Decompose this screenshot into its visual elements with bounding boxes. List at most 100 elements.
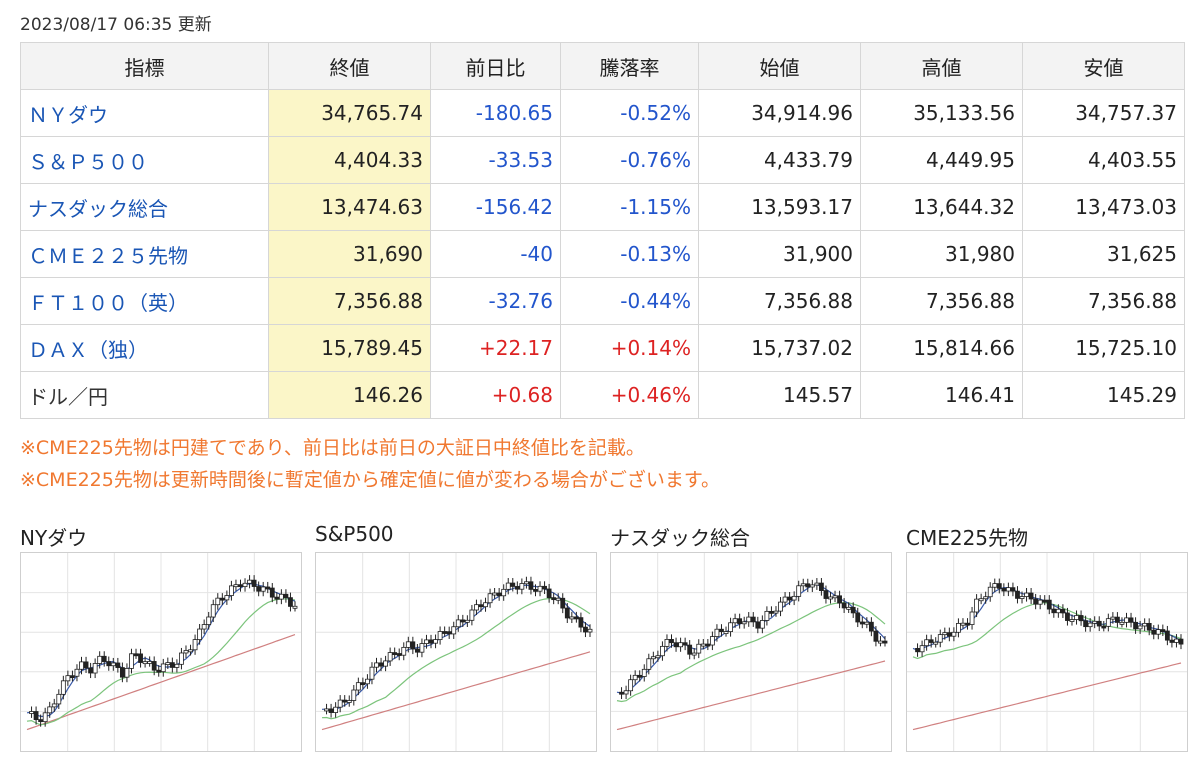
candle-body [328,708,334,713]
candle-body [514,586,520,590]
candle-body [401,646,407,656]
candle-body [1028,592,1034,600]
candle-body [33,711,39,721]
candle-body [1037,599,1043,605]
candle-body [1005,587,1011,592]
high-cell: 13,644.32 [860,183,1023,231]
index-link-ft100[interactable]: ＦＴ１００（英） [28,290,188,315]
table-row: ＮＹダウ 34,765.74 -180.65 -0.52% 34,914.96 … [20,89,1185,137]
candle-body [628,679,634,692]
chart-card-nasdaq: ナスダック総合 [610,522,892,752]
candle-body [369,666,375,680]
candle-body [583,626,588,633]
candle-body [873,630,879,642]
low-cell: 34,757.37 [1022,89,1185,137]
moving-average-long [912,662,1182,731]
chart-thumbnail[interactable] [315,552,597,752]
candle-body [56,693,62,705]
low-cell: 15,725.10 [1022,324,1185,372]
candle-body [147,661,153,664]
candle-body [928,639,934,643]
candle-body [573,616,579,620]
candle-body [365,678,370,685]
table-row: ドル／円 146.26 +0.68 +0.46% 145.57 146.41 1… [20,371,1185,419]
candle-body [937,634,943,643]
close-cell: 146.26 [268,371,431,419]
header-change: 前日比 [430,42,561,90]
candle-body [256,586,262,592]
candle-body [360,682,366,686]
candle-body [919,645,925,653]
candle-body [1169,639,1175,643]
candle-body [233,584,239,588]
candle-body [1155,629,1161,635]
candle-body [1010,587,1016,592]
candle-body [655,655,661,659]
candle-body [324,708,329,712]
candle-body [850,606,856,614]
index-link-sp500[interactable]: Ｓ＆Ｐ５００ [28,149,148,174]
candle-body [219,597,225,601]
candle-body [832,595,838,599]
candle-body [855,612,861,623]
candle-body [564,607,570,619]
candle-body [478,604,484,608]
candle-body [1060,608,1066,614]
candle-body [859,621,865,625]
candle-body [201,624,207,630]
candle-body [987,586,993,598]
chart-thumbnail[interactable] [20,552,302,752]
candle-body [292,605,298,609]
table-row: Ｓ＆Ｐ５００ 4,404.33 -33.53 -0.76% 4,433.79 4… [20,136,1185,184]
pct-cell: -0.44% [560,277,699,325]
pct-cell: -0.76% [560,136,699,184]
candle-body [210,604,216,618]
candle-body [215,597,221,606]
candle-body [437,631,443,640]
candle-body [796,585,802,597]
candle-body [70,675,75,679]
index-link-dax[interactable]: ＤＡＸ（独） [28,337,148,362]
header-open: 始値 [698,42,861,90]
candle-body [464,619,470,623]
close-cell: 15,789.45 [268,324,431,372]
change-cell: -180.65 [430,89,561,137]
candle-body [392,652,398,655]
candle-body [192,639,198,651]
candle-body [1124,617,1129,623]
chart-title: NYダウ [20,526,88,550]
header-close: 終値 [268,42,431,90]
close-cell: 7,356.88 [268,277,431,325]
note-line: ※CME225先物は更新時間後に暫定値から確定値に値が変わる場合がございます。 [20,469,720,491]
candle-body [278,593,284,600]
candle-body [519,583,525,590]
low-cell: 13,473.03 [1022,183,1185,231]
candle-body [106,661,112,667]
change-cell: +0.68 [430,371,561,419]
index-link-cme225[interactable]: ＣＭＥ２２５先物 [28,243,188,268]
candle-body [915,648,920,653]
candle-body [251,579,257,587]
candle-body [687,644,693,655]
candle-body [101,655,107,662]
candle-body [791,595,797,601]
index-link-nydow[interactable]: ＮＹダウ [28,102,108,127]
candle-body [156,669,162,673]
pct-cell: +0.14% [560,324,699,372]
open-cell: 145.57 [698,371,861,419]
market-table: 指標 終値 前日比 騰落率 始値 高値 安値 ＮＹダウ 34,765.74 -1… [20,42,1185,419]
candle-body [1105,618,1111,627]
index-label-usdjpy: ドル／円 [28,384,108,409]
close-cell: 13,474.63 [268,183,431,231]
chart-thumbnail[interactable] [906,552,1188,752]
candle-body [1001,587,1007,592]
candle-body [1019,596,1025,599]
candle-body [1110,616,1116,620]
candle-body [496,592,502,597]
candle-body [265,586,271,590]
candle-body [433,639,438,644]
chart-thumbnail[interactable] [610,552,892,752]
candle-body [378,662,384,667]
index-link-nasdaq[interactable]: ナスダック総合 [28,196,168,221]
candle-body [1065,612,1070,621]
